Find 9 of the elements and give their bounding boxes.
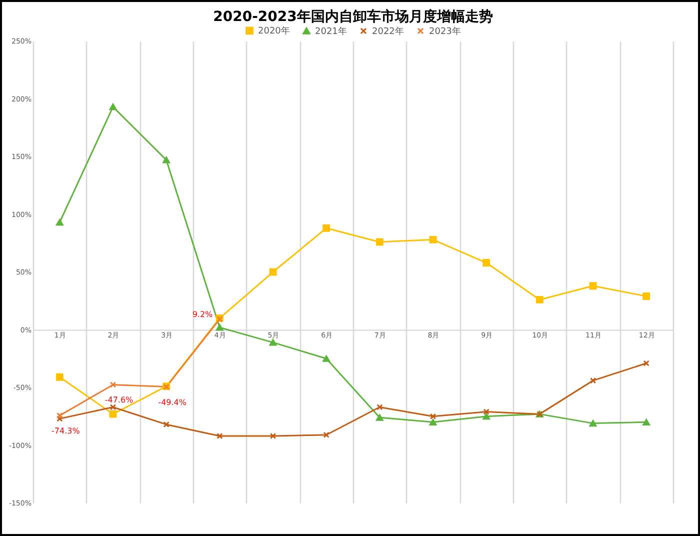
legend-label: 2020年 [258, 26, 290, 37]
chart-title: 2020-2023年国内自卸车市场月度增幅走势 [213, 8, 493, 25]
data-label: -47.6% [104, 396, 134, 405]
legend-label: 2021年 [315, 26, 347, 37]
data-label: -49.4% [158, 398, 187, 407]
legend-label: 2022年 [372, 26, 404, 37]
data-label: 9.2% [192, 310, 214, 320]
legend-label: 2023年 [429, 26, 461, 37]
data-label: -74.3% [52, 426, 80, 436]
